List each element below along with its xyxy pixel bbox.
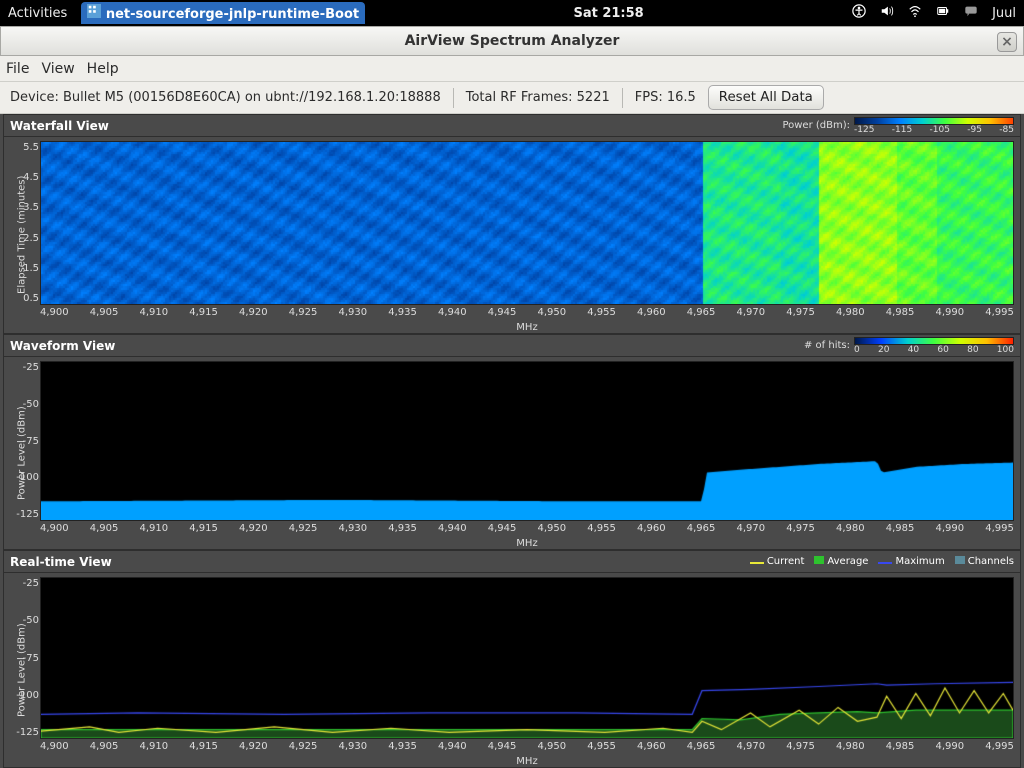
- window-close-button[interactable]: ×: [997, 32, 1017, 52]
- gnome-top-bar: Activities net-sourceforge-jnlp-runtime-…: [0, 0, 1024, 26]
- chat-icon[interactable]: [964, 4, 978, 22]
- device-info: Device: Bullet M5 (00156D8E60CA) on ubnt…: [10, 90, 441, 105]
- waterfall-gradient-bar: [854, 117, 1014, 125]
- wifi-icon[interactable]: [908, 4, 922, 22]
- waterfall-title: Waterfall View: [10, 119, 109, 133]
- realtime-plot-area[interactable]: -25-50-75-100-125: [40, 577, 1014, 739]
- info-bar: Device: Bullet M5 (00156D8E60CA) on ubnt…: [0, 82, 1024, 114]
- legend-average-icon: [814, 556, 824, 564]
- menu-file[interactable]: File: [6, 61, 29, 77]
- task-title: net-sourceforge-jnlp-runtime-Boot: [106, 7, 359, 22]
- waterfall-chart: Elapsed Time (minutes) 5.54.53.52.51.50.…: [3, 136, 1021, 334]
- window-title-bar: AirView Spectrum Analyzer ×: [0, 26, 1024, 56]
- realtime-header: Real-time View Current Average Maximum C…: [3, 550, 1021, 572]
- menu-view[interactable]: View: [41, 61, 74, 77]
- user-menu[interactable]: Juul: [992, 6, 1016, 21]
- accessibility-icon[interactable]: [852, 4, 866, 22]
- realtime-x-ticks: 4,9004,9054,9104,9154,9204,9254,9304,935…: [40, 739, 1014, 752]
- menu-bar: File View Help: [0, 56, 1024, 82]
- frames-info: Total RF Frames: 5221: [466, 90, 610, 105]
- java-icon: [87, 4, 101, 22]
- waveform-legend: # of hits: 020406080100: [804, 337, 1014, 355]
- volume-icon[interactable]: [880, 4, 894, 22]
- waterfall-header: Waterfall View Power (dBm): -125-115-105…: [3, 114, 1021, 136]
- x-axis-label: MHz: [516, 322, 537, 333]
- waterfall-x-ticks: 4,9004,9054,9104,9154,9204,9254,9304,935…: [40, 305, 1014, 318]
- taskbar-app-button[interactable]: net-sourceforge-jnlp-runtime-Boot: [81, 2, 365, 24]
- battery-icon[interactable]: [936, 4, 950, 22]
- clock[interactable]: Sat 21:58: [365, 6, 852, 21]
- realtime-chart: Power Level (dBm) -25-50-75-100-125 4,90…: [3, 572, 1021, 768]
- menu-help[interactable]: Help: [87, 61, 119, 77]
- waveform-chart: Power Level (dBm) -25-50-75-100-125 4,90…: [3, 356, 1021, 550]
- realtime-title: Real-time View: [10, 555, 112, 569]
- legend-channels-icon: [955, 556, 965, 564]
- x-axis-label: MHz: [516, 538, 537, 549]
- close-icon: ×: [1001, 34, 1013, 50]
- legend-maximum-icon: [878, 562, 892, 564]
- activities-button[interactable]: Activities: [8, 6, 67, 21]
- separator: [453, 88, 454, 108]
- waterfall-legend: Power (dBm): -125-115-105-95-85: [782, 117, 1014, 135]
- waveform-plot-area[interactable]: -25-50-75-100-125: [40, 361, 1014, 521]
- waveform-gradient-bar: [854, 337, 1014, 345]
- realtime-legend: Current Average Maximum Channels: [750, 556, 1014, 567]
- reset-all-data-button[interactable]: Reset All Data: [708, 85, 824, 110]
- waveform-header: Waveform View # of hits: 020406080100: [3, 334, 1021, 356]
- separator: [622, 88, 623, 108]
- x-axis-label: MHz: [516, 756, 537, 767]
- window-title: AirView Spectrum Analyzer: [405, 33, 620, 49]
- fps-info: FPS: 16.5: [635, 90, 696, 105]
- waveform-x-ticks: 4,9004,9054,9104,9154,9204,9254,9304,935…: [40, 521, 1014, 534]
- legend-current-icon: [750, 562, 764, 564]
- waterfall-plot-area[interactable]: 5.54.53.52.51.50.5: [40, 141, 1014, 305]
- waveform-title: Waveform View: [10, 339, 115, 353]
